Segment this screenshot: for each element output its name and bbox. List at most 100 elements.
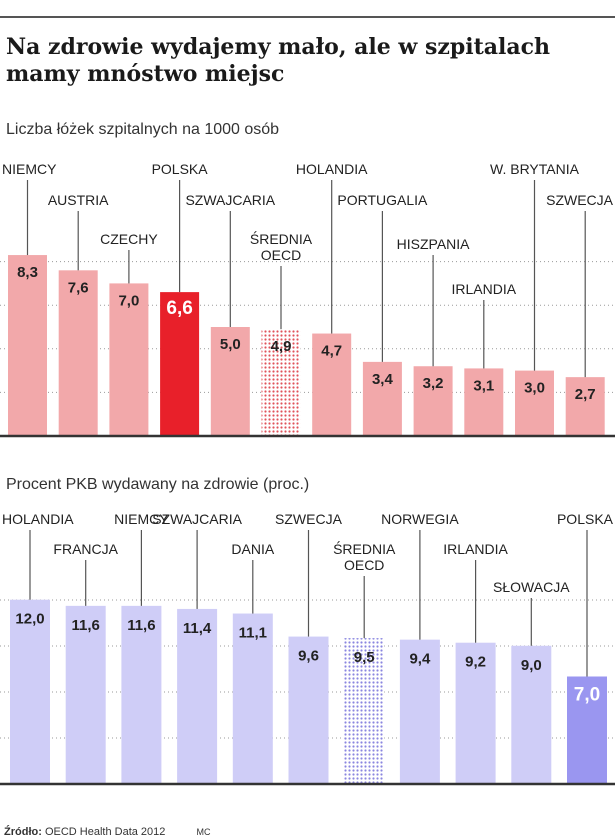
bar	[344, 638, 385, 784]
bar	[121, 605, 162, 784]
bar	[464, 368, 504, 436]
value-label: 3,1	[473, 377, 494, 394]
bar	[232, 613, 273, 784]
category-label: ŚREDNIA OECD	[333, 540, 396, 573]
bar	[567, 676, 607, 784]
bar	[8, 255, 47, 436]
value-label: 2,7	[575, 386, 596, 403]
bar-group: CZECHY 7,0	[100, 231, 158, 436]
bar	[413, 366, 453, 436]
category-label: SZWAJCARIA	[152, 511, 242, 527]
bar-group: PORTUGALIA 3,4	[337, 192, 428, 436]
top-rule	[0, 16, 615, 18]
value-label: 9,0	[521, 657, 542, 674]
bar-group: NORWEGIA 9,4	[381, 511, 459, 784]
bar	[261, 329, 301, 436]
value-label: 11,1	[239, 625, 267, 642]
category-label: HISZPANIA	[397, 236, 471, 252]
bar-group: W. BRYTANIA 3,0	[490, 161, 580, 436]
source-text: OECD Health Data 2012	[44, 826, 166, 838]
bar-group: HISZPANIA 3,2	[397, 236, 471, 436]
value-label: 3,4	[372, 371, 394, 388]
value-label: 12,0	[15, 611, 44, 628]
category-label: IRLANDIA	[443, 541, 508, 557]
bar	[399, 639, 440, 784]
category-label: NIEMCY	[2, 161, 57, 177]
value-label: 11,6	[72, 617, 100, 634]
bar-group: POLSKA 7,0	[557, 511, 614, 784]
page-title: Na zdrowie wydajemy mało, ale w szpitala…	[6, 34, 551, 87]
value-label: 9,2	[465, 654, 486, 671]
bar	[109, 283, 149, 436]
bar-group: NIEMCY 8,3	[2, 161, 57, 436]
category-label: IRLANDIA	[452, 281, 517, 297]
bar-group: IRLANDIA 9,2	[443, 541, 509, 784]
bar	[10, 599, 50, 784]
bar-group: FRANCJA 11,6	[53, 541, 119, 784]
bar	[455, 642, 496, 784]
value-label: 3,0	[524, 380, 545, 397]
gdp-chart: HOLANDIA12,0FRANCJA11,6NIEMCY11,6SZWAJCA…	[0, 511, 615, 786]
bar	[312, 333, 352, 436]
value-label: 7,0	[118, 292, 139, 309]
category-label: W. BRYTANIA	[490, 161, 580, 177]
value-label: 9,4	[409, 651, 431, 668]
value-label: 7,6	[68, 279, 89, 296]
bar	[288, 636, 329, 784]
category-label: ŚREDNIA OECD	[250, 230, 313, 263]
bar	[210, 327, 250, 436]
category-label: AUSTRIA	[48, 192, 109, 208]
category-label: FRANCJA	[53, 541, 118, 557]
value-label: 4,7	[321, 343, 342, 360]
category-label: DANIA	[231, 541, 274, 557]
category-label: PORTUGALIA	[337, 192, 428, 208]
value-label: 9,6	[298, 648, 319, 665]
author-initials: MC	[196, 827, 211, 837]
bar-group: ŚREDNIA OECD 9,5	[333, 540, 396, 784]
bar-group: SZWAJCARIA 11,4	[152, 511, 243, 784]
value-label: 9,5	[354, 649, 375, 666]
beds-chart: NIEMCY8,3AUSTRIA7,6CZECHY7,0POLSKA6,6SZW…	[0, 161, 615, 438]
category-label: HOLANDIA	[296, 161, 368, 177]
category-label: HOLANDIA	[2, 511, 74, 527]
bar	[362, 361, 402, 436]
category-label: SZWECJA	[275, 511, 343, 527]
bar-group: NIEMCY 11,6	[114, 511, 169, 784]
bar-group: HOLANDIA 4,7	[296, 161, 368, 436]
bar	[65, 605, 106, 784]
bar-group: ŚREDNIA OECD 4,9	[250, 230, 313, 436]
bar-group: SZWECJA 9,6	[275, 511, 343, 784]
category-label: SZWECJA	[546, 192, 614, 208]
gdp-chart-subtitle: Procent PKB wydawany na zdrowie (proc.)	[6, 476, 310, 493]
bar-group: SŁOWACJA 9,0	[493, 579, 570, 784]
bar	[160, 292, 200, 436]
bar	[511, 645, 552, 784]
bar-group: SZWAJCARIA 5,0	[185, 192, 276, 436]
beds-chart-subtitle: Liczba łóżek szpitalnych na 1000 osób	[6, 121, 280, 138]
category-label: NORWEGIA	[381, 511, 459, 527]
value-label: 8,3	[17, 264, 38, 281]
category-label: POLSKA	[152, 161, 209, 177]
bar-group: AUSTRIA 7,6	[48, 192, 109, 436]
bar-group: POLSKA 6,6	[152, 161, 209, 436]
value-label: 11,6	[127, 617, 155, 634]
bar	[515, 370, 554, 436]
category-label: POLSKA	[557, 511, 614, 527]
value-label: 7,0	[574, 685, 600, 706]
bar	[177, 608, 218, 784]
bar	[58, 270, 98, 436]
bar-group: SZWECJA 2,7	[546, 192, 614, 436]
bar-group: DANIA 11,1	[231, 541, 275, 784]
bar	[565, 377, 605, 436]
value-label: 6,6	[166, 298, 192, 319]
value-label: 11,4	[183, 620, 212, 637]
bar-group: IRLANDIA 3,1	[452, 281, 517, 436]
category-label: SŁOWACJA	[493, 579, 570, 595]
source-note: Źródło: OECD Health Data 2012 MC	[4, 826, 210, 838]
value-label: 5,0	[220, 336, 241, 353]
value-label: 3,2	[423, 375, 444, 392]
source-label: Źródło:	[4, 826, 42, 838]
value-label: 4,9	[271, 338, 292, 355]
bar-group: HOLANDIA 12,0	[2, 511, 74, 784]
category-label: NIEMCY	[114, 511, 169, 527]
